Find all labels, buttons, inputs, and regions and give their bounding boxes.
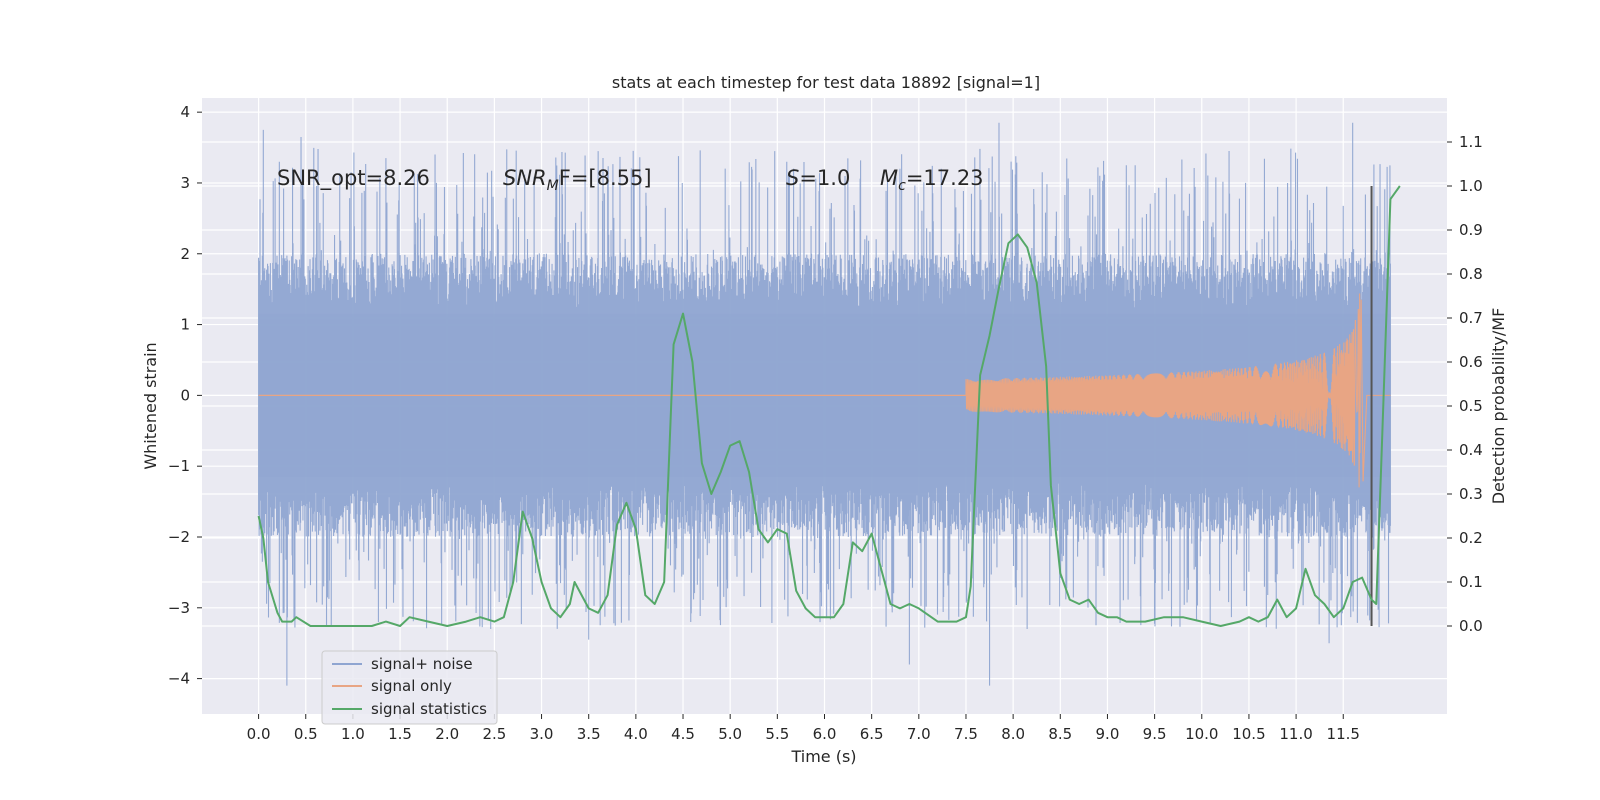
series-signal-only bbox=[258, 293, 1391, 488]
y-tick-label-3: −1 bbox=[168, 457, 190, 475]
x-tick-label-13: 6.5 bbox=[860, 725, 884, 743]
y-tick-label-5: 1 bbox=[180, 316, 190, 334]
chart-title: stats at each timestep for test data 188… bbox=[612, 73, 1040, 92]
y2-tick-label-7: 0.7 bbox=[1459, 309, 1483, 327]
y2-tick-label-5: 0.5 bbox=[1459, 397, 1483, 415]
x-tick-label-7: 3.5 bbox=[577, 725, 601, 743]
annotation-s: S=1.0 bbox=[786, 166, 850, 190]
y-axis-label: Whitened strain bbox=[141, 342, 160, 469]
y-tick-label-1: −3 bbox=[168, 599, 190, 617]
y-axis-ticks: −4 −3 −2 −1 0 1 2 3 4 bbox=[168, 103, 202, 688]
x-tick-label-5: 2.5 bbox=[482, 725, 506, 743]
y-tick-label-2: −2 bbox=[168, 528, 190, 546]
x-tick-label-3: 1.5 bbox=[388, 725, 412, 743]
x-tick-label-22: 11.0 bbox=[1279, 725, 1312, 743]
y2-tick-label-3: 0.3 bbox=[1459, 485, 1483, 503]
y2-tick-label-11: 1.1 bbox=[1459, 133, 1483, 151]
x-tick-label-16: 8.0 bbox=[1001, 725, 1025, 743]
x-tick-label-18: 9.0 bbox=[1096, 725, 1120, 743]
x-tick-label-6: 3.0 bbox=[530, 725, 554, 743]
annotation-mc-subscript: c bbox=[898, 178, 906, 194]
annotation-mc-value: =17.23 bbox=[906, 166, 984, 190]
x-axis-label: Time (s) bbox=[790, 747, 856, 766]
annotation-mc-symbol: M bbox=[880, 166, 898, 190]
y2-tick-label-0: 0.0 bbox=[1459, 617, 1483, 635]
legend-box bbox=[321, 650, 498, 725]
x-tick-label-15: 7.5 bbox=[954, 725, 978, 743]
y-tick-label-8: 4 bbox=[180, 103, 190, 121]
y2-tick-label-6: 0.6 bbox=[1459, 353, 1483, 371]
x-tick-label-12: 6.0 bbox=[813, 725, 837, 743]
x-tick-label-8: 4.0 bbox=[624, 725, 648, 743]
x-tick-label-23: 11.5 bbox=[1327, 725, 1360, 743]
legend-label-signal-only: signal only bbox=[371, 677, 452, 695]
x-tick-label-11: 5.5 bbox=[765, 725, 789, 743]
x-tick-label-1: 0.5 bbox=[294, 725, 318, 743]
x-axis-ticks: 0.0 0.5 1.0 1.5 2.0 2.5 3.0 3.5 4.0 4.5 5.0 5.5 6.0 6… bbox=[247, 714, 1360, 743]
y2-tick-label-10: 1.0 bbox=[1459, 177, 1483, 195]
y2-tick-label-9: 0.9 bbox=[1459, 221, 1483, 239]
x-tick-label-2: 1.0 bbox=[341, 725, 365, 743]
annotation-s-value: =1.0 bbox=[799, 166, 850, 190]
y2-tick-label-2: 0.2 bbox=[1459, 529, 1483, 547]
x-tick-label-17: 8.5 bbox=[1048, 725, 1072, 743]
annotation-snr-mf: SNRMF=[8.55] bbox=[503, 166, 652, 194]
x-tick-label-9: 4.5 bbox=[671, 725, 695, 743]
legend: signal+ noise signal only signal statist… bbox=[321, 650, 498, 725]
x-tick-label-19: 9.5 bbox=[1143, 725, 1167, 743]
y-tick-label-0: −4 bbox=[168, 670, 190, 688]
legend-label-signal-statistics: signal statistics bbox=[371, 700, 487, 718]
annotation-s-symbol: S bbox=[786, 166, 799, 190]
annotation-mc: Mc=17.23 bbox=[880, 166, 984, 194]
x-tick-label-10: 5.0 bbox=[718, 725, 742, 743]
x-tick-label-4: 2.0 bbox=[435, 725, 459, 743]
y2-axis-ticks: 0.0 0.1 0.2 0.3 0.4 0.5 0.6 0.7 0.8 0.9 1.0 1.1 bbox=[1447, 133, 1483, 635]
series-signal-statistics bbox=[257, 185, 1401, 627]
x-tick-label-0: 0.0 bbox=[247, 725, 271, 743]
y-tick-label-6: 2 bbox=[180, 245, 190, 263]
x-tick-label-20: 10.0 bbox=[1185, 725, 1218, 743]
y2-tick-label-4: 0.4 bbox=[1459, 441, 1483, 459]
annotation-snr-mf-symbol: SNR bbox=[503, 166, 547, 190]
annotation-snr-opt: SNR_opt=8.26 bbox=[277, 166, 430, 191]
signal-chirp bbox=[965, 293, 1391, 488]
legend-label-signal-noise: signal+ noise bbox=[371, 655, 473, 673]
y-tick-label-7: 3 bbox=[180, 174, 190, 192]
annotation-snr-mf-subscript: M bbox=[547, 178, 559, 194]
y2-tick-label-1: 0.1 bbox=[1459, 573, 1483, 591]
y2-tick-label-8: 0.8 bbox=[1459, 265, 1483, 283]
x-tick-label-21: 10.5 bbox=[1232, 725, 1265, 743]
statistics-line bbox=[257, 185, 1401, 627]
y2-axis-label: Detection probability/MF bbox=[1489, 308, 1508, 505]
annotation-snr-mf-value: F=[8.55] bbox=[559, 166, 652, 190]
x-tick-label-14: 7.0 bbox=[907, 725, 931, 743]
y-tick-label-4: 0 bbox=[180, 386, 190, 404]
